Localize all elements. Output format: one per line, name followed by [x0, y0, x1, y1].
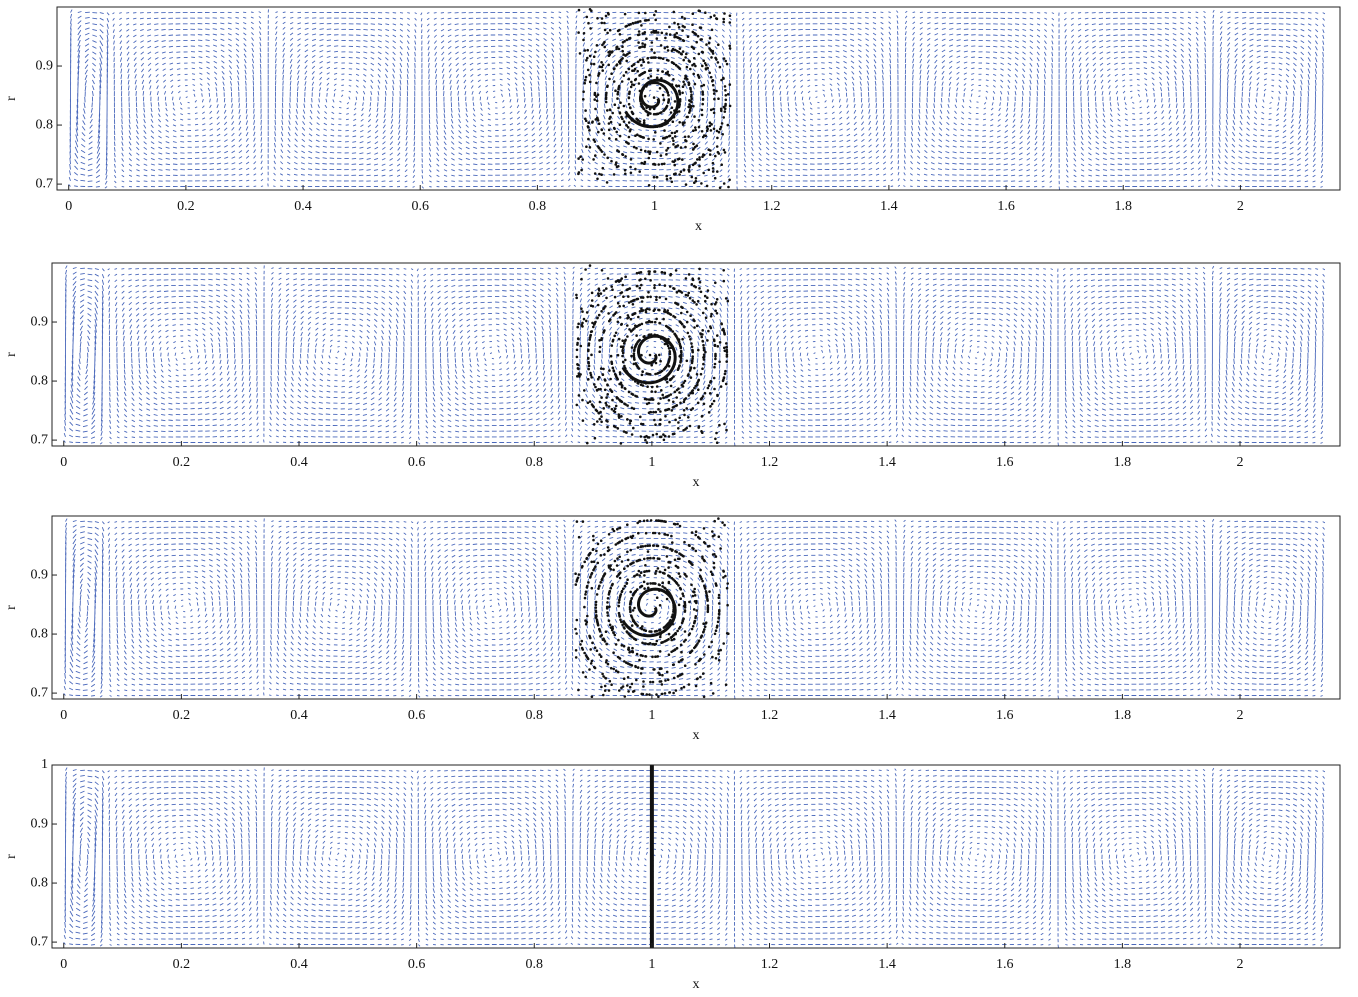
x-tick-label: 1.8 — [1114, 957, 1132, 972]
particles — [574, 517, 730, 699]
x-tick-label: 0.6 — [408, 455, 426, 470]
x-tick-label: 1.4 — [880, 199, 898, 214]
x-tick-label: 0.8 — [529, 199, 547, 214]
y-tick-label: 0.7 — [31, 685, 49, 700]
x-tick-label: 0.6 — [411, 199, 429, 214]
x-tick-label: 0.2 — [177, 199, 195, 214]
panel: 0 0.2 0.4 0.6 0.8 1 1.2 1.4 1.6 1.8 2 0.7 0.8 0.9 x r — [4, 262, 1341, 490]
x-tick-label: 1 — [648, 708, 655, 723]
y-tick-label: 0.9 — [31, 567, 49, 582]
x-tick-label: 1.8 — [1114, 708, 1132, 723]
x-tick-label: 0.8 — [526, 957, 544, 972]
x-tick-label: 0 — [65, 199, 72, 214]
x-tick-label: 1 — [651, 199, 658, 214]
vector-field — [63, 518, 1326, 699]
y-tick-label: 0.9 — [36, 58, 54, 73]
x-tick-label: 0.8 — [526, 455, 544, 470]
y-tick-label: 0.7 — [36, 176, 54, 191]
y-axis-label: r — [4, 854, 19, 859]
panel: 0 0.2 0.4 0.6 0.8 1 1.2 1.4 1.6 1.8 2 0.7 0.8 0.9 x r — [4, 6, 1341, 234]
x-tick-label: 1.6 — [997, 199, 1015, 214]
y-axis-label: r — [4, 605, 19, 610]
x-tick-label: 0.2 — [173, 455, 191, 470]
x-tick-label: 1.2 — [761, 708, 779, 723]
x-tick-label: 1.8 — [1114, 455, 1132, 470]
panel: 0 0.2 0.4 0.6 0.8 1 1.2 1.4 1.6 1.8 2 0.7 0.8 0.9 1 x r — [4, 757, 1341, 992]
x-tick-label: 0.6 — [408, 957, 426, 972]
x-tick-label: 2 — [1237, 455, 1244, 470]
x-tick-label: 0.8 — [526, 708, 544, 723]
plot-frame — [51, 764, 1341, 949]
x-tick-label: 1.4 — [878, 708, 896, 723]
panel: 0 0.2 0.4 0.6 0.8 1 1.2 1.4 1.6 1.8 2 0.7 0.8 0.9 x r — [4, 515, 1341, 743]
plot-frame — [51, 262, 1341, 447]
particle-spiral — [621, 587, 677, 638]
x-tick-label: 1.2 — [761, 455, 779, 470]
x-tick-label: 0.4 — [294, 199, 312, 214]
y-axis-label: r — [4, 96, 19, 101]
x-axis-label: x — [693, 475, 700, 490]
y-tick-label: 0.9 — [31, 314, 49, 329]
y-tick-label: 0.7 — [31, 934, 49, 949]
y-tick-label: 0.8 — [36, 117, 54, 132]
y-tick-label: 0.8 — [31, 875, 49, 890]
x-tick-label: 1 — [648, 455, 655, 470]
plot-frame — [51, 515, 1341, 700]
y-tick-label: 0.8 — [31, 373, 49, 388]
x-axis-label: x — [693, 977, 700, 992]
x-tick-label: 1.6 — [996, 957, 1014, 972]
y-tick-label: 0.9 — [31, 816, 49, 831]
x-tick-label: 1 — [648, 957, 655, 972]
x-axis-label: x — [695, 219, 702, 234]
y-tick-label: 1 — [41, 757, 48, 772]
x-tick-label: 2 — [1237, 199, 1244, 214]
x-tick-label: 0.4 — [290, 708, 308, 723]
x-tick-label: 1.2 — [763, 199, 781, 214]
x-axis-label: x — [693, 728, 700, 743]
y-tick-label: 0.8 — [31, 626, 49, 641]
x-tick-label: 1.4 — [878, 957, 896, 972]
x-tick-label: 0 — [60, 455, 67, 470]
x-tick-label: 2 — [1237, 957, 1244, 972]
x-tick-label: 1.2 — [761, 957, 779, 972]
x-tick-label: 1.4 — [878, 455, 896, 470]
x-tick-label: 0.6 — [408, 708, 426, 723]
x-tick-label: 2 — [1237, 708, 1244, 723]
x-tick-label: 0.4 — [290, 455, 308, 470]
x-tick-label: 1.8 — [1114, 199, 1132, 214]
vector-field — [63, 265, 1326, 446]
y-tick-label: 0.7 — [31, 432, 49, 447]
x-tick-label: 1.6 — [996, 708, 1014, 723]
vector-field — [68, 9, 1326, 190]
vector-field — [63, 767, 1326, 948]
particles — [577, 8, 732, 190]
x-tick-label: 0 — [60, 708, 67, 723]
x-tick-label: 0 — [60, 957, 67, 972]
particles — [575, 264, 730, 445]
particle-spiral — [624, 78, 680, 129]
x-tick-label: 0.4 — [290, 957, 308, 972]
x-tick-label: 0.2 — [173, 957, 191, 972]
x-tick-label: 1.6 — [996, 455, 1014, 470]
plot-frame — [56, 6, 1341, 191]
x-tick-label: 0.2 — [173, 708, 191, 723]
y-axis-label: r — [4, 352, 19, 357]
particle-spiral — [621, 334, 677, 385]
